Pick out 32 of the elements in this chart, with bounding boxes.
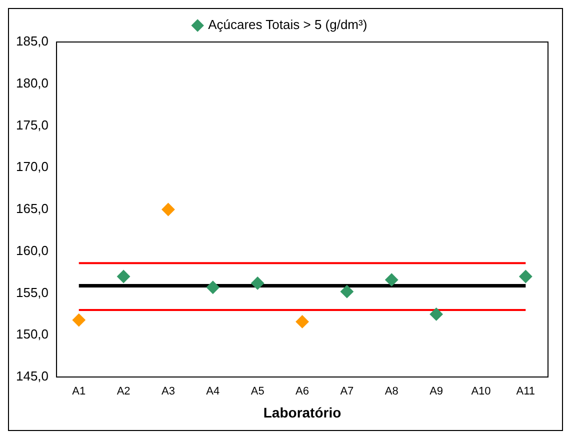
y-tick-label: 145,0 [16, 368, 49, 384]
x-tick-label: A1 [72, 386, 86, 398]
point [385, 273, 398, 286]
y-tick-label: 150,0 [16, 326, 49, 342]
point [117, 270, 130, 283]
point [519, 270, 532, 283]
y-tick-label: 160,0 [16, 242, 49, 258]
x-axis-title: Laboratório [263, 404, 342, 420]
x-tick-label: A2 [116, 386, 130, 398]
x-tick-label: A4 [206, 386, 220, 398]
y-tick-label: 170,0 [16, 159, 49, 174]
x-tick-label: A5 [250, 386, 264, 398]
y-tick-label: 165,0 [16, 201, 49, 216]
point [251, 276, 264, 290]
x-tick-label: A3 [161, 386, 175, 398]
y-tick-label: 155,0 [16, 284, 49, 300]
point [340, 285, 354, 298]
x-tick-label: A11 [516, 386, 536, 398]
y-tick-label: 185,0 [16, 34, 49, 49]
x-tick-label: A9 [430, 386, 444, 398]
x-tick-label: A7 [340, 386, 354, 398]
x-tick-label: A6 [296, 386, 309, 398]
y-tick-label: 175,0 [16, 117, 49, 132]
point [430, 308, 443, 321]
point [206, 280, 220, 294]
x-tick-label: A10 [471, 386, 491, 398]
y-tick-label: 180,0 [16, 75, 49, 90]
point [72, 314, 86, 327]
point [162, 203, 175, 216]
point [296, 315, 309, 328]
legend-label: Açúcares Totais > 5 (g/dm³) [208, 17, 368, 32]
x-tick-label: A8 [384, 386, 398, 398]
